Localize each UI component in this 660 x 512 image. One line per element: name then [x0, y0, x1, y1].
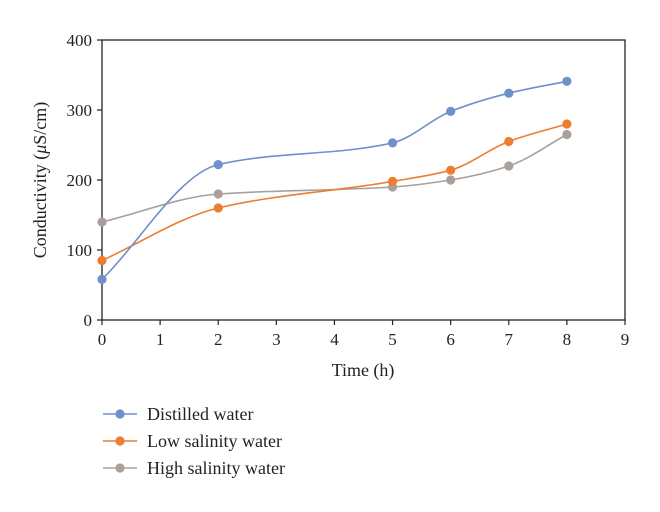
x-tick-label: 5: [388, 330, 397, 349]
y-tick-label: 0: [84, 311, 93, 330]
y-axis-title-mu: μ: [30, 145, 50, 155]
y-axis-title-suffix: S/cm): [30, 102, 51, 145]
y-axis-title: Conductivity (μS/cm): [30, 102, 51, 259]
data-point-2-5: [562, 129, 572, 140]
y-axis-title-prefix: Conductivity (: [30, 154, 51, 259]
series-line-0: [101, 80, 568, 280]
legend-marker-1: [115, 436, 125, 446]
x-tick-label: 0: [98, 330, 107, 349]
x-tick-label: 4: [330, 330, 339, 349]
legend: Distilled water Low salinity water High sa…: [103, 404, 285, 478]
series-layer: [97, 76, 572, 284]
data-point-2-0: [97, 217, 107, 227]
x-tick-label: 6: [446, 330, 455, 349]
data-point-2-4: [504, 161, 514, 171]
axis-ticks: 0 1 2 3 4 5 6 7 8 9 0 100 200 300 400: [67, 31, 630, 349]
legend-label-2: High salinity water: [147, 458, 285, 478]
legend-marker-0: [115, 409, 125, 419]
x-tick-label: 7: [505, 330, 514, 349]
y-tick-label: 300: [67, 101, 93, 120]
data-point-0-4: [504, 88, 514, 98]
data-point-1-4: [504, 136, 514, 147]
data-point-1-2: [387, 176, 398, 186]
x-tick-label: 8: [563, 330, 572, 349]
data-point-1-3: [446, 165, 456, 175]
data-point-0-3: [446, 106, 456, 116]
data-point-1-5: [562, 119, 572, 129]
x-tick-label: 1: [156, 330, 165, 349]
x-tick-label: 9: [621, 330, 630, 349]
data-point-0-0: [97, 274, 107, 284]
series-line-1: [101, 123, 568, 262]
data-point-0-5: [562, 76, 572, 86]
legend-marker-2: [115, 463, 125, 473]
plot-area: [101, 39, 626, 321]
data-point-2-1: [213, 189, 223, 199]
data-point-1-1: [213, 203, 223, 213]
data-point-2-3: [446, 175, 456, 185]
x-tick-label: 3: [272, 330, 281, 349]
y-tick-label: 400: [67, 31, 93, 50]
data-point-0-2: [387, 138, 398, 148]
data-point-1-0: [97, 255, 107, 266]
y-tick-label: 200: [67, 171, 93, 190]
y-tick-label: 100: [67, 241, 93, 260]
data-point-0-1: [213, 160, 223, 170]
legend-label-0: Distilled water: [147, 404, 253, 424]
x-axis-title: Time (h): [332, 360, 395, 381]
legend-label-1: Low salinity water: [147, 431, 282, 451]
x-tick-label: 2: [214, 330, 223, 349]
